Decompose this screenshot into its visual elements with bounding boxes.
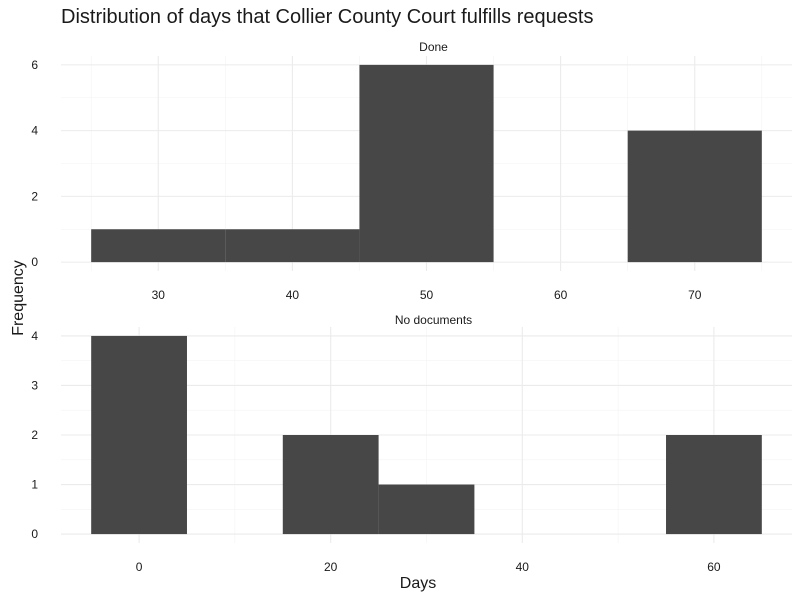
y-axis-title: Frequency (10, 260, 27, 336)
y-tick-label: 4 (31, 329, 38, 343)
y-tick-label: 6 (31, 58, 38, 72)
x-tick-label: 50 (420, 288, 434, 302)
y-tick-label: 2 (31, 189, 38, 203)
facet-panel-no-documents: No documents 0 20 40 60 0 1 2 3 4 (31, 313, 792, 574)
histogram-bar (91, 229, 226, 263)
facet-panel-done: Done 30 40 50 60 70 0 2 4 6 (31, 40, 792, 302)
facet-strip-label: Done (419, 40, 448, 54)
y-tick-label: 1 (31, 478, 38, 492)
x-tick-label: 60 (707, 560, 721, 574)
histogram-bar (359, 64, 494, 263)
histogram-bar (91, 335, 187, 535)
x-tick-label: 70 (688, 288, 702, 302)
x-tick-label: 0 (136, 560, 143, 574)
x-tick-label: 40 (286, 288, 300, 302)
x-tick-label: 20 (324, 560, 338, 574)
facet-strip-label: No documents (395, 313, 472, 327)
y-tick-label: 0 (31, 255, 38, 269)
histogram-bar (378, 484, 475, 535)
chart-title: Distribution of days that Collier County… (61, 6, 593, 28)
x-axis-title: Days (400, 575, 436, 592)
y-tick-label: 3 (31, 378, 38, 392)
histogram-bar (282, 435, 379, 535)
histogram-bar (627, 130, 762, 263)
x-tick-label: 60 (554, 288, 568, 302)
x-tick-label: 40 (516, 560, 530, 574)
y-tick-label: 0 (31, 527, 38, 541)
histogram-bar (666, 435, 762, 535)
y-tick-label: 2 (31, 428, 38, 442)
histogram-bar (225, 229, 360, 263)
x-tick-label: 30 (152, 288, 166, 302)
y-tick-label: 4 (31, 124, 38, 138)
